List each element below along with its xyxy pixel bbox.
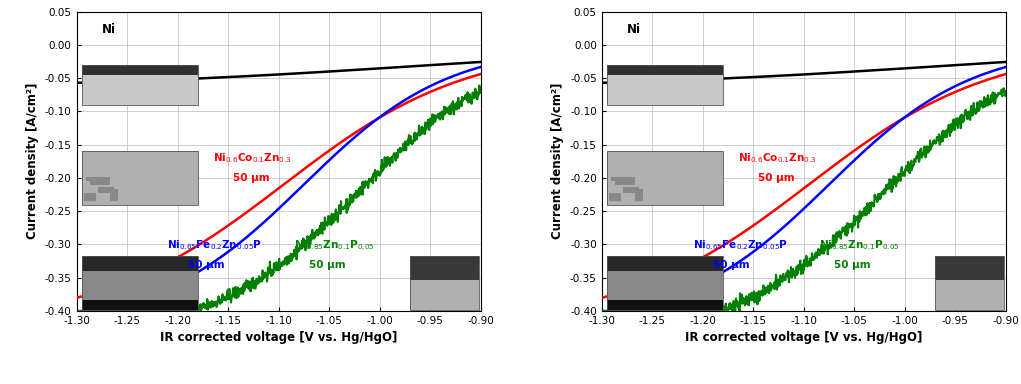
Bar	[82, 300, 198, 310]
Text: 50 μm: 50 μm	[834, 260, 871, 270]
Bar	[82, 75, 198, 105]
Text: 50 μm: 50 μm	[188, 260, 225, 270]
Bar	[84, 192, 96, 200]
Bar	[606, 257, 723, 310]
Text: 50 μm: 50 μm	[759, 173, 795, 183]
Bar	[82, 271, 198, 300]
Bar	[606, 75, 723, 105]
Bar	[935, 257, 1004, 280]
Bar	[606, 65, 723, 75]
Bar	[82, 257, 198, 310]
Bar	[606, 151, 723, 205]
Text: Ni: Ni	[102, 23, 115, 36]
X-axis label: IR corrected voltage [V vs. Hg/HgO]: IR corrected voltage [V vs. Hg/HgO]	[685, 331, 922, 344]
Bar	[86, 177, 110, 180]
Bar	[609, 192, 621, 200]
Text: Ni$_{0.65}$Fe$_{0.2}$Zn$_{0.05}$P: Ni$_{0.65}$Fe$_{0.2}$Zn$_{0.05}$P	[692, 238, 788, 252]
Text: Ni$_{0.6}$Co$_{0.1}$Zn$_{0.3}$: Ni$_{0.6}$Co$_{0.1}$Zn$_{0.3}$	[213, 151, 292, 165]
Bar	[606, 257, 723, 271]
Bar	[606, 300, 723, 310]
Bar	[409, 280, 479, 310]
Bar	[606, 65, 723, 105]
Bar	[611, 177, 635, 180]
Bar	[606, 271, 723, 300]
X-axis label: IR corrected voltage [V vs. Hg/HgO]: IR corrected voltage [V vs. Hg/HgO]	[160, 331, 397, 344]
Text: Ni$_{0.65}$Fe$_{0.2}$Zn$_{0.05}$P: Ni$_{0.65}$Fe$_{0.2}$Zn$_{0.05}$P	[167, 238, 262, 252]
Bar	[409, 257, 479, 310]
Bar	[935, 280, 1004, 310]
Bar	[635, 189, 643, 200]
Bar	[82, 65, 198, 75]
Text: 50 μm: 50 μm	[233, 173, 270, 183]
Bar	[935, 257, 1004, 310]
Bar	[98, 187, 114, 192]
Y-axis label: Current density [A/cm²]: Current density [A/cm²]	[551, 83, 565, 240]
Text: Ni$_{0.6}$Co$_{0.1}$Zn$_{0.3}$: Ni$_{0.6}$Co$_{0.1}$Zn$_{0.3}$	[738, 151, 817, 165]
Text: Ni: Ni	[627, 23, 641, 36]
Text: Ni$_{0.85}$Zn$_{0.1}$P$_{0.05}$: Ni$_{0.85}$Zn$_{0.1}$P$_{0.05}$	[294, 238, 375, 252]
Bar	[90, 180, 110, 185]
Bar	[606, 151, 723, 205]
Y-axis label: Current density [A/cm²]: Current density [A/cm²]	[27, 83, 39, 240]
Text: 50 μm: 50 μm	[309, 260, 345, 270]
Bar	[409, 257, 479, 280]
Bar	[615, 180, 635, 185]
Bar	[82, 65, 198, 105]
Bar	[82, 151, 198, 205]
Text: Ni$_{0.85}$Zn$_{0.1}$P$_{0.05}$: Ni$_{0.85}$Zn$_{0.1}$P$_{0.05}$	[819, 238, 900, 252]
Bar	[82, 151, 198, 205]
Bar	[623, 187, 639, 192]
Text: 50 μm: 50 μm	[713, 260, 749, 270]
Bar	[110, 189, 118, 200]
Bar	[82, 257, 198, 271]
